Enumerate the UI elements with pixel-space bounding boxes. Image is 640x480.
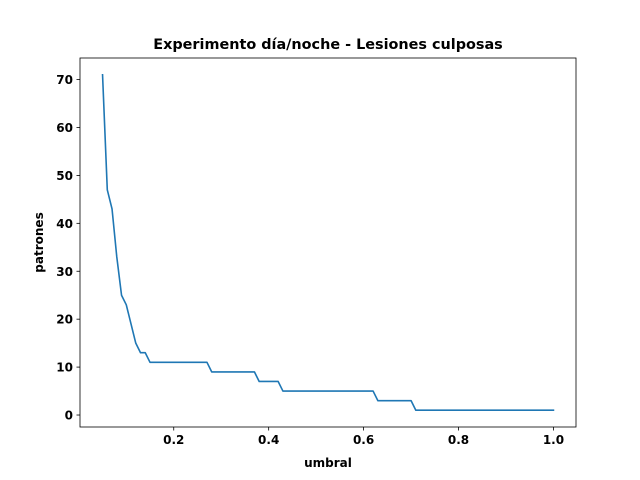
y-tick-label: 10 <box>56 361 73 375</box>
y-tick-label: 20 <box>56 313 73 327</box>
y-tick-label: 50 <box>56 169 73 183</box>
y-axis-ticks: 0 10 20 30 40 50 60 70 <box>56 73 80 423</box>
y-tick-label: 70 <box>56 73 73 87</box>
y-tick-label: 60 <box>56 121 73 135</box>
y-tick-label: 0 <box>65 409 73 423</box>
y-tick-label: 30 <box>56 265 73 279</box>
x-axis-ticks: 0.2 0.4 0.6 0.8 1.0 <box>163 427 564 447</box>
series-line-0 <box>101 73 555 412</box>
x-tick-label: 1.0 <box>543 433 564 447</box>
series-layer <box>101 73 555 412</box>
x-tick-label: 0.6 <box>353 433 374 447</box>
x-tick-label: 0.4 <box>258 433 279 447</box>
x-axis-label: umbral <box>304 456 352 470</box>
x-tick-label: 0.2 <box>163 433 184 447</box>
chart-title: Experimento día/noche - Lesiones culposa… <box>153 37 502 53</box>
y-tick-label: 40 <box>56 217 73 231</box>
plot-frame <box>79 57 577 428</box>
x-tick-label: 0.8 <box>448 433 469 447</box>
y-axis-label: patrones <box>32 212 46 272</box>
